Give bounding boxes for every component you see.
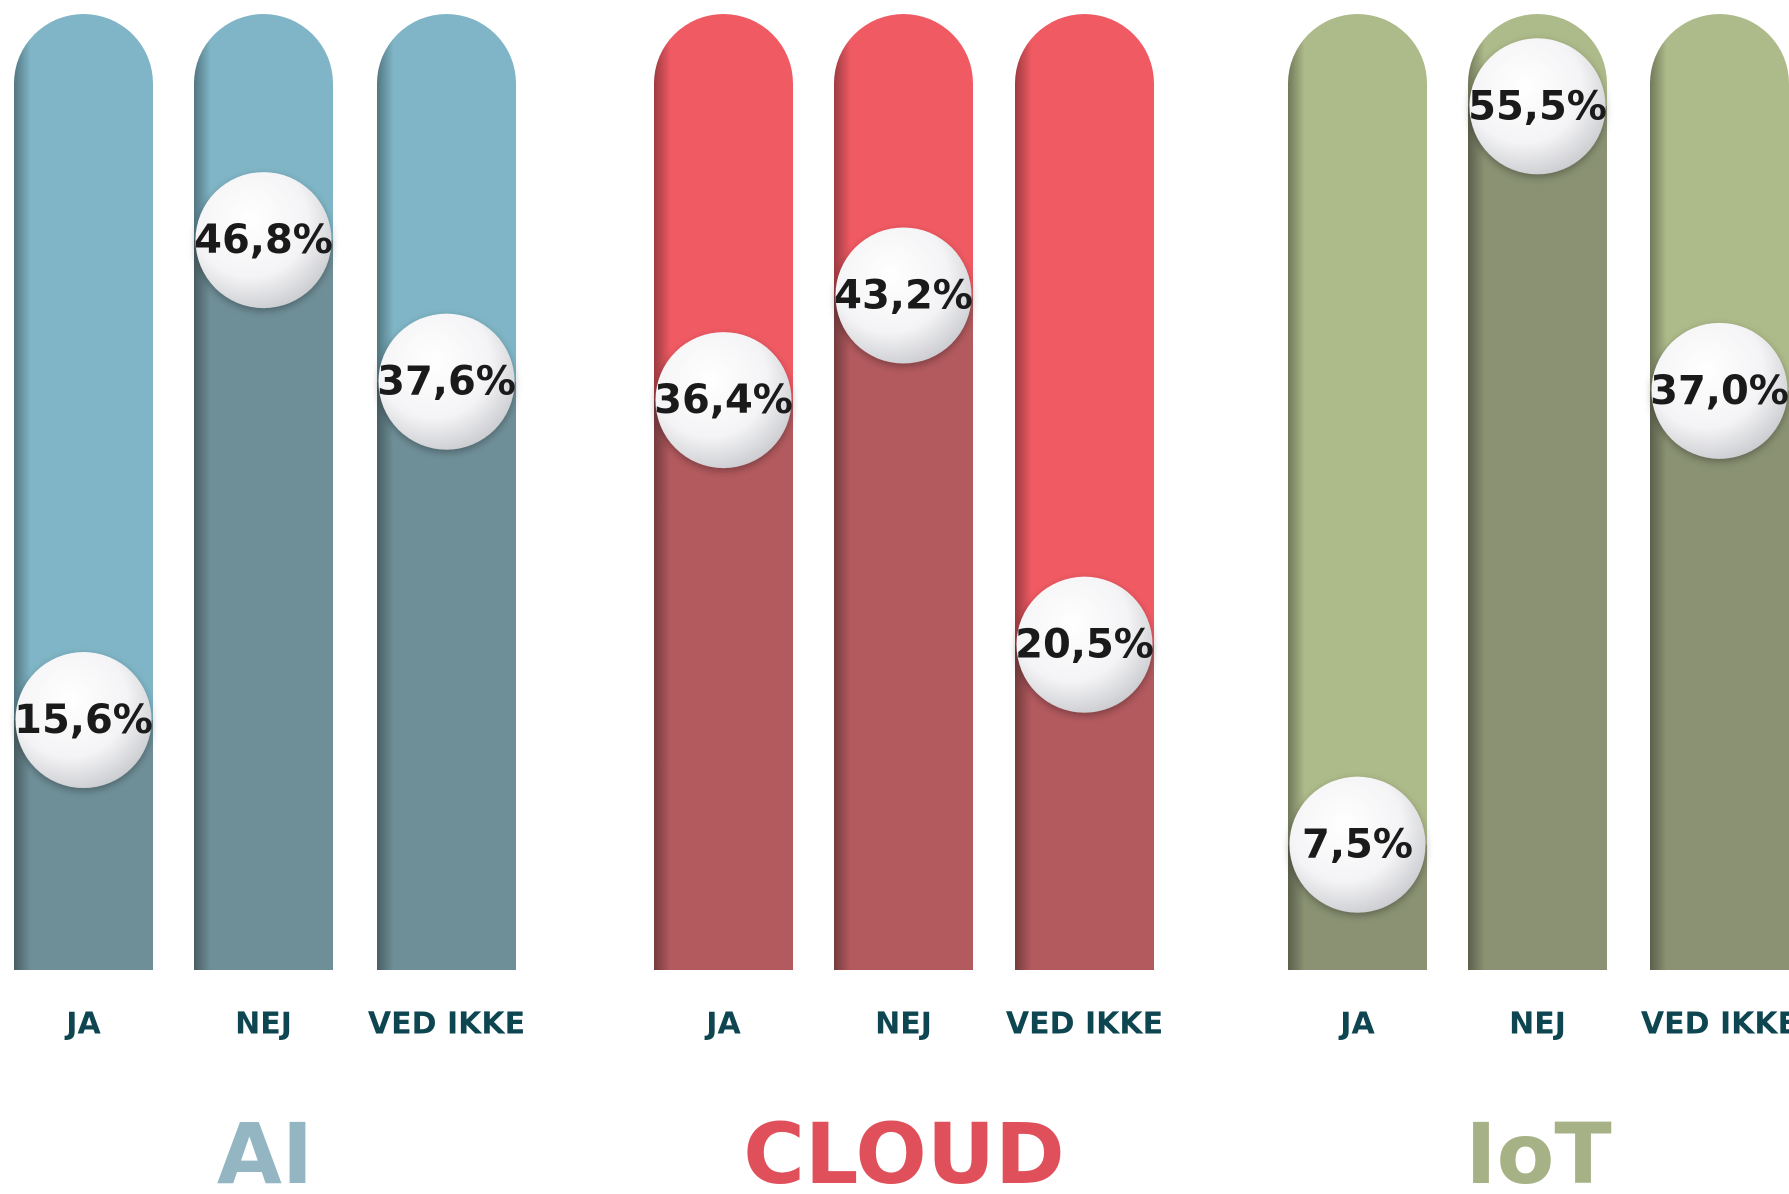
bar-shade: [654, 14, 793, 970]
bar-group: [1015, 14, 1154, 970]
bar-shade: [14, 14, 153, 970]
x-tick-label: VED IKKE: [1641, 1007, 1789, 1042]
value-label: 37,0%: [1650, 368, 1789, 414]
value-label: 43,2%: [834, 272, 973, 318]
x-tick-label: NEJ: [1509, 1007, 1566, 1042]
bar-shade: [1650, 14, 1789, 970]
bar-shade: [834, 14, 973, 970]
bar-group: [834, 14, 973, 970]
group-title: CLOUD: [743, 1105, 1065, 1194]
value-bubble: [1289, 776, 1426, 913]
x-tick-label: JA: [64, 1007, 101, 1042]
group-title: IoT: [1465, 1105, 1611, 1194]
bar-group: [377, 14, 516, 970]
bar-group: [1468, 14, 1607, 971]
value-bubble: [1651, 322, 1788, 459]
value-bubble: [15, 652, 152, 789]
value-label: 46,8%: [194, 217, 333, 263]
value-bubble: [835, 227, 972, 364]
value-label: 36,4%: [654, 377, 793, 423]
value-label: 15,6%: [14, 697, 153, 743]
value-label: 7,5%: [1302, 822, 1413, 868]
x-tick-label: JA: [1338, 1007, 1375, 1042]
x-tick-label: VED IKKE: [368, 1007, 525, 1042]
bar-group: [14, 14, 153, 970]
value-bubble: [195, 172, 332, 309]
group-title: AI: [217, 1105, 313, 1194]
value-bubble: [1469, 38, 1606, 175]
x-tick-label: NEJ: [235, 1007, 292, 1042]
bar-shade: [1015, 14, 1154, 970]
value-bubble: [378, 313, 515, 450]
value-label: 55,5%: [1468, 83, 1607, 129]
bar-shade: [377, 14, 516, 970]
value-label: 37,6%: [377, 359, 516, 405]
value-bubble: [1016, 576, 1153, 713]
x-tick-label: NEJ: [875, 1007, 932, 1042]
bar-group: [1650, 14, 1789, 970]
value-label: 20,5%: [1015, 622, 1154, 668]
bar-shade: [194, 14, 333, 970]
x-tick-label: JA: [704, 1007, 741, 1042]
value-bubble: [655, 332, 792, 469]
bar-group: [654, 14, 793, 970]
x-tick-label: VED IKKE: [1006, 1007, 1163, 1042]
bar-group: [194, 14, 333, 971]
